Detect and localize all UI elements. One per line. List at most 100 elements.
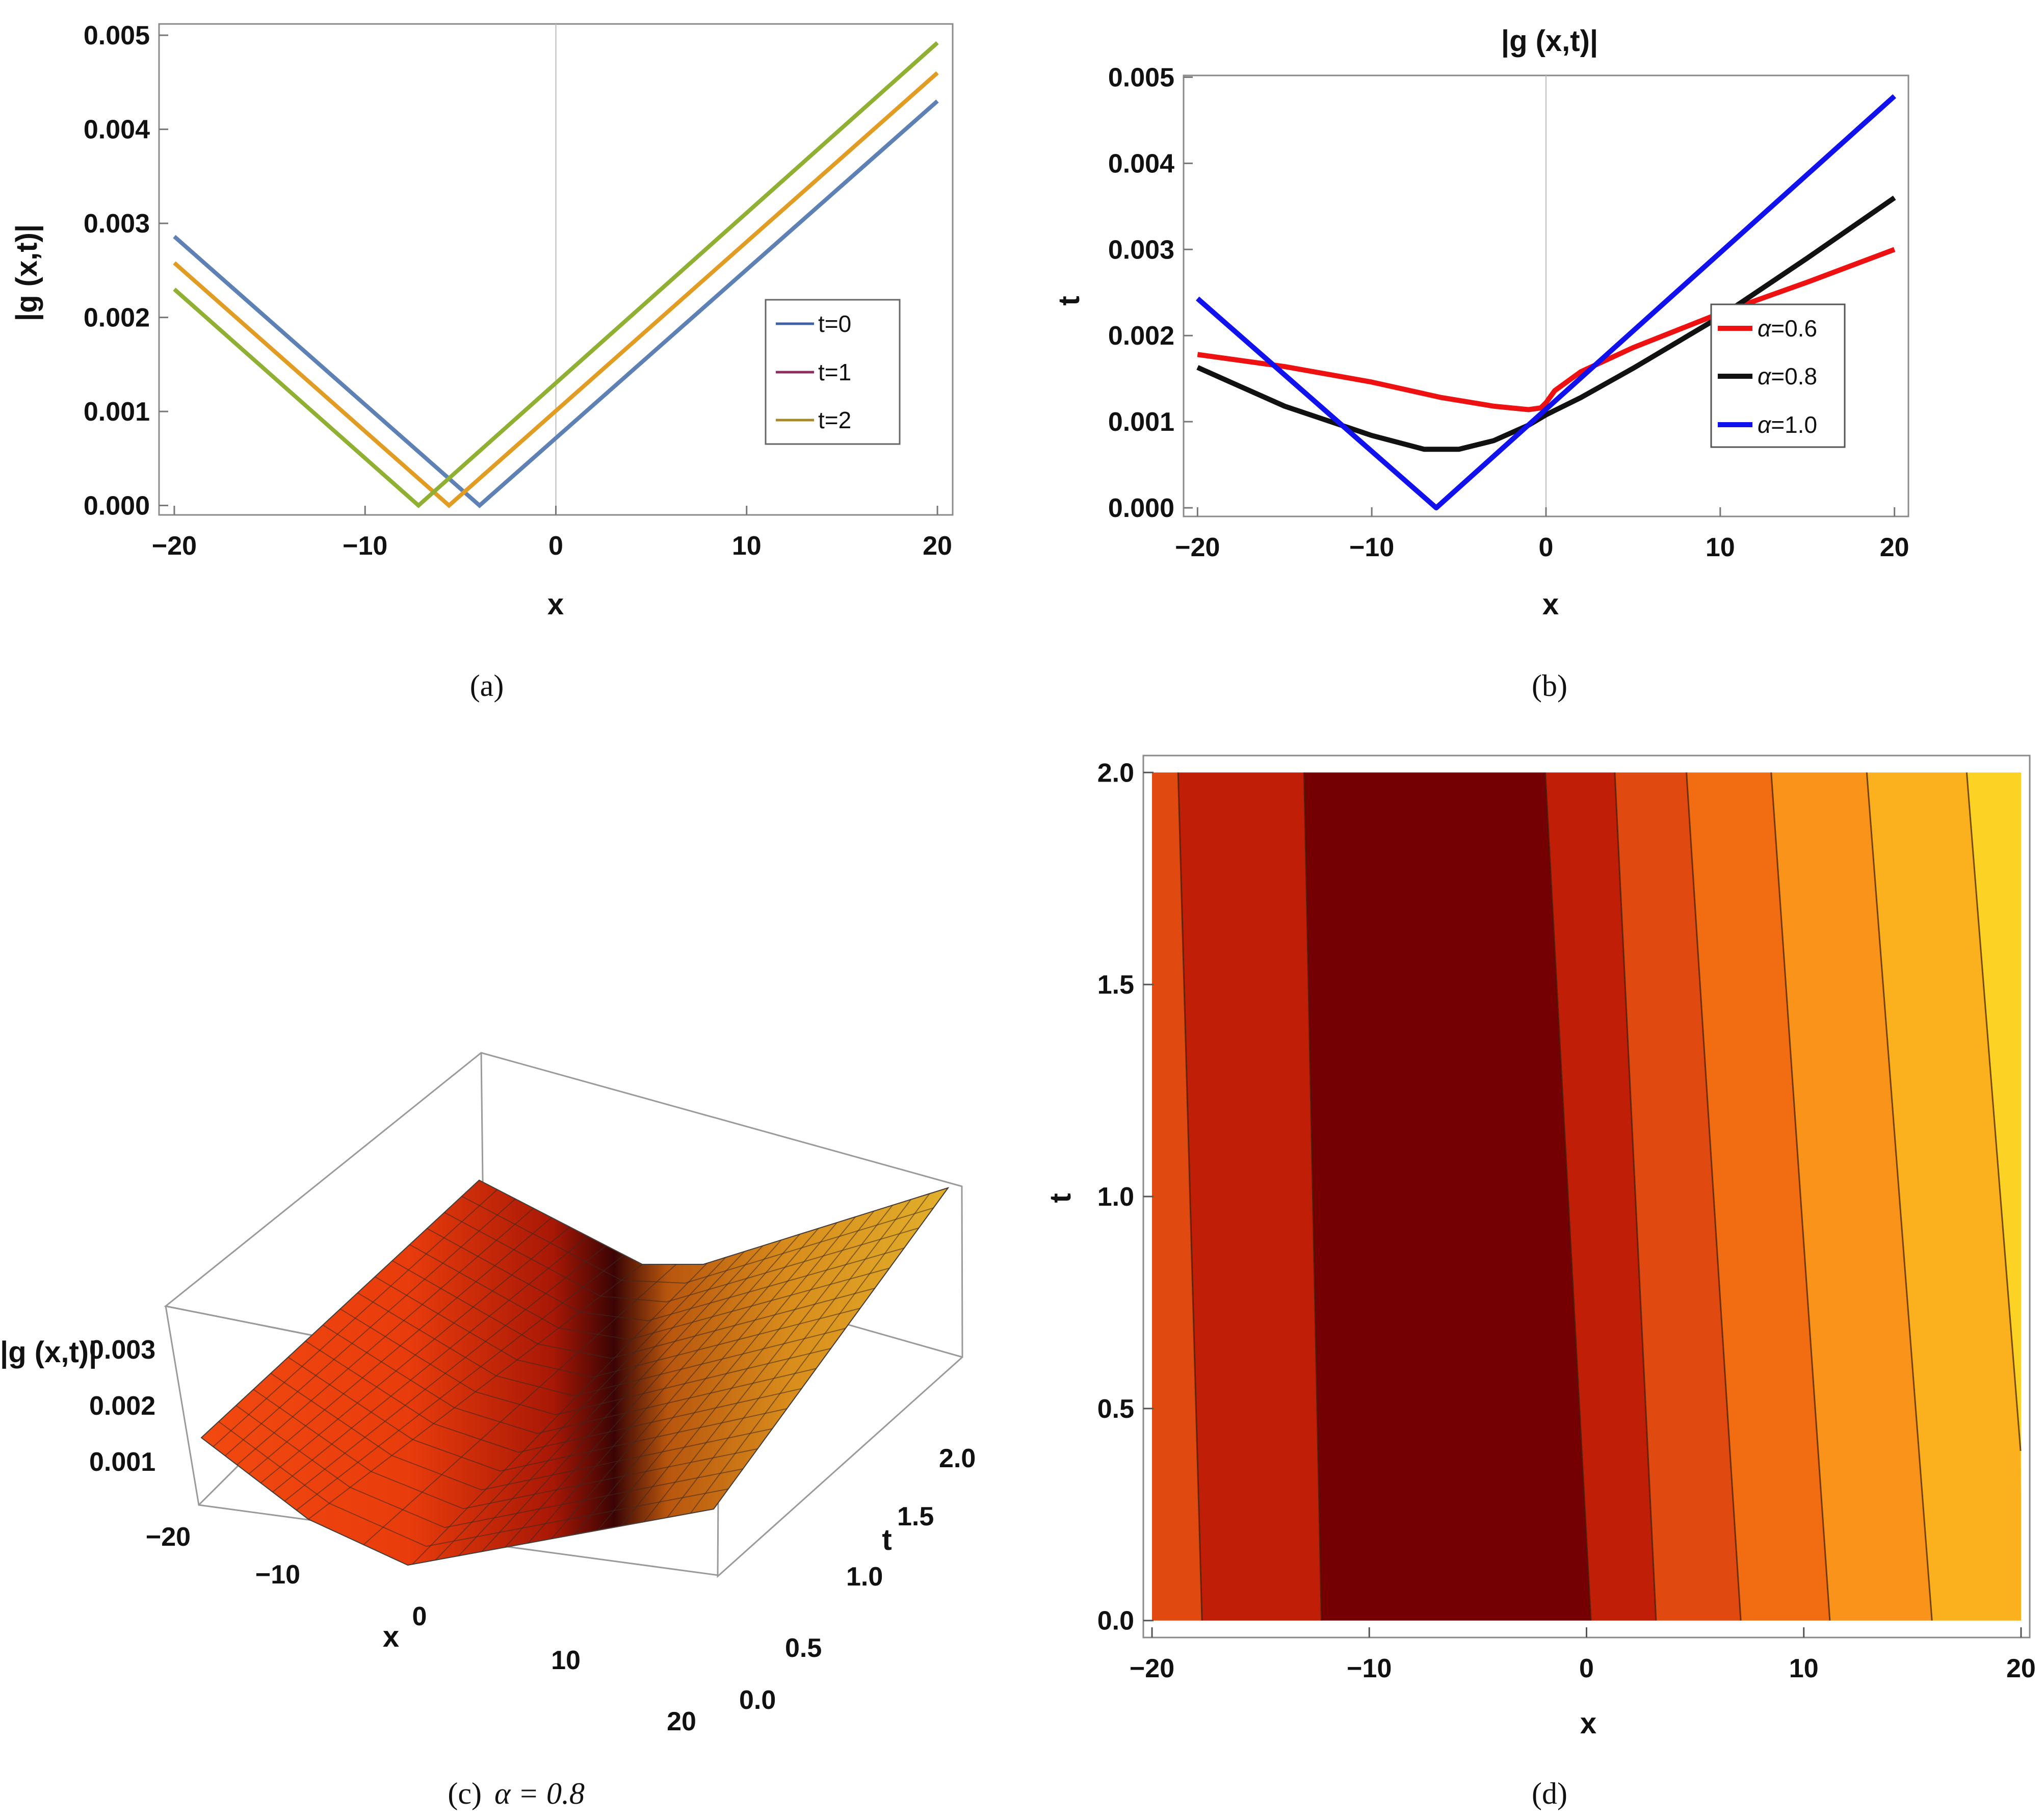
contour-line-3: [1544, 772, 1592, 1621]
x-tick-label: −20: [1175, 533, 1220, 562]
legend-b-label-1: α=0.8: [1758, 363, 1817, 389]
panel-a: −20 −10 0 10 20 0.0000.0010.0020.0030.0040.0…: [10, 21, 954, 703]
legend-a-label-0: t=0: [818, 310, 851, 337]
y-tick-label: 0.005: [1108, 63, 1174, 92]
contour-band-2: [1304, 772, 1591, 1621]
mesh-line-t: [427, 1228, 905, 1321]
panel-d-y-tick-labels: 0.0 0.5 1.0 1.5 2.0: [1097, 758, 1134, 1635]
mesh-line-t: [322, 1324, 817, 1434]
legend-b-alpha-0: α: [1758, 315, 1772, 342]
panel-c-tlabel: t: [882, 1523, 892, 1556]
legend-b-alpha-1: α: [1758, 363, 1772, 389]
contour-band-7: [1867, 772, 2021, 1621]
x-tick-label: 0: [1579, 1654, 1594, 1683]
c-ttick-0: 0.0: [739, 1685, 776, 1715]
legend-b-value-1: =0.8: [1771, 363, 1817, 389]
panel-a-ylabel: |g (x,t)|: [10, 224, 43, 321]
c-xtick-1: −10: [255, 1560, 300, 1590]
y-tick-label: 0.5: [1097, 1394, 1134, 1424]
x-tick-label: 20: [923, 531, 952, 561]
mesh-line-t: [235, 1405, 743, 1528]
panel-c-zlabel: |g (x,t)|: [0, 1336, 97, 1369]
mesh-line-t: [287, 1357, 787, 1472]
panel-d-x-tick-labels: −20 −10 0 10 20: [1130, 1654, 2036, 1683]
panel-b: |g (x,t)| −20 −10 0 10 20 0.0000.0010.0020.0…: [1053, 24, 1909, 703]
c-ttick-2: 1.0: [846, 1562, 883, 1592]
panel-c-surface: [200, 1179, 950, 1566]
mesh-line-t: [253, 1389, 758, 1510]
panel-d-xlabel: x: [1580, 1707, 1596, 1740]
legend-b-label-0: α=0.6: [1758, 315, 1817, 342]
contour-line-4: [1614, 772, 1657, 1621]
mesh-line-t: [305, 1340, 802, 1453]
x-tick-label: 10: [1789, 1654, 1819, 1683]
c-xtick-2: 0: [412, 1602, 427, 1631]
y-tick-label: 0.002: [1108, 321, 1174, 351]
panel-a-axis-ticks: [159, 24, 938, 515]
panel-d-contour-bands: [1152, 772, 2022, 1621]
panel-b-title: |g (x,t)|: [1501, 24, 1598, 58]
panel-a-x-tick-labels: −20 −10 0 10 20: [152, 531, 952, 561]
panel-c-t-ticks: 0.0 0.5 1.0 1.5 2.0: [739, 1444, 976, 1715]
legend-b-alpha-2: α: [1758, 411, 1772, 438]
mesh-line-t: [479, 1180, 949, 1265]
x-tick-label: 10: [1706, 533, 1735, 562]
contour-line-6: [1770, 772, 1831, 1621]
c-ttick-1: 0.5: [785, 1633, 822, 1663]
y-tick-label: 1.0: [1097, 1182, 1134, 1212]
contour-band-5: [1686, 772, 1830, 1621]
panel-c-caption-math: α = 0.8: [494, 1777, 585, 1810]
c-ztick-2: 0.003: [89, 1335, 155, 1365]
panel-d-axis-ticks: [1143, 771, 2022, 1638]
y-tick-label: 0.004: [84, 115, 150, 145]
mesh-line-t: [392, 1260, 875, 1359]
panel-a-xlabel: x: [547, 588, 564, 621]
c-xtick-3: 10: [551, 1646, 581, 1675]
mesh-line-t: [461, 1196, 934, 1284]
y-tick-label: 2.0: [1097, 758, 1134, 788]
panel-b-y-tick-labels: 0.000 0.001 0.002 0.003 0.004 0.005: [1108, 63, 1174, 523]
contour-line-5: [1686, 772, 1742, 1621]
c-ztick-0: 0.001: [89, 1447, 155, 1477]
series-a-1: [173, 71, 939, 508]
legend-b-value-0: =0.6: [1771, 315, 1817, 342]
panel-c-xlabel: x: [383, 1620, 399, 1653]
panel-a-legend: t=0 t=1 t=2: [765, 299, 901, 445]
y-tick-label: 0.004: [1108, 149, 1174, 178]
panel-d-ylabel: t: [1044, 1193, 1077, 1203]
panel-b-x-tick-labels: −20 −10 0 10 20: [1175, 533, 1909, 562]
legend-a-label-2: t=2: [818, 407, 851, 433]
panel-a-series: [173, 41, 939, 508]
contour-line-7: [1866, 772, 1933, 1621]
y-tick-label: 0.000: [84, 491, 150, 521]
contour-band-3: [1545, 772, 1656, 1621]
x-tick-label: −10: [343, 531, 387, 561]
x-tick-label: 20: [1880, 533, 1909, 562]
y-tick-label: 0.005: [84, 21, 150, 50]
mesh-line-t: [339, 1308, 831, 1416]
c-ttick-3: 1.5: [897, 1502, 934, 1531]
panel-b-axis-ticks: [1184, 75, 1896, 516]
panel-b-legend: α=0.6 α=0.8 α=1.0: [1710, 303, 1846, 448]
mesh-line-t: [375, 1276, 860, 1378]
x-tick-label: 20: [2006, 1654, 2036, 1683]
c-xtick-0: −20: [146, 1522, 191, 1552]
y-tick-label: 0.003: [1108, 235, 1174, 265]
x-tick-label: 10: [732, 531, 762, 561]
x-tick-label: 0: [548, 531, 563, 561]
contour-band-0: [1152, 772, 1202, 1621]
legend-b-label-2: α=1.0: [1758, 411, 1817, 438]
y-tick-label: 0.003: [84, 209, 150, 239]
x-tick-label: −10: [1347, 1654, 1392, 1683]
mesh-line-t: [357, 1292, 846, 1397]
panel-d: −20 −10 0 10 20 0.0 0.5 1.0 1.5 2.0 x t (d): [1044, 755, 2036, 1810]
series-a-2: [173, 41, 939, 508]
panel-c-caption: (c): [448, 1777, 482, 1810]
y-tick-label: 0.001: [84, 397, 150, 427]
mesh-line-t: [444, 1212, 919, 1303]
series-b-0: [1197, 247, 1896, 412]
panel-a-caption: (a): [470, 669, 504, 703]
y-tick-label: 0.002: [84, 303, 150, 333]
panel-c: −20 −10 0 10 20 0.0 0.5 1.0 1.5 2.0 0.00…: [0, 1052, 976, 1810]
